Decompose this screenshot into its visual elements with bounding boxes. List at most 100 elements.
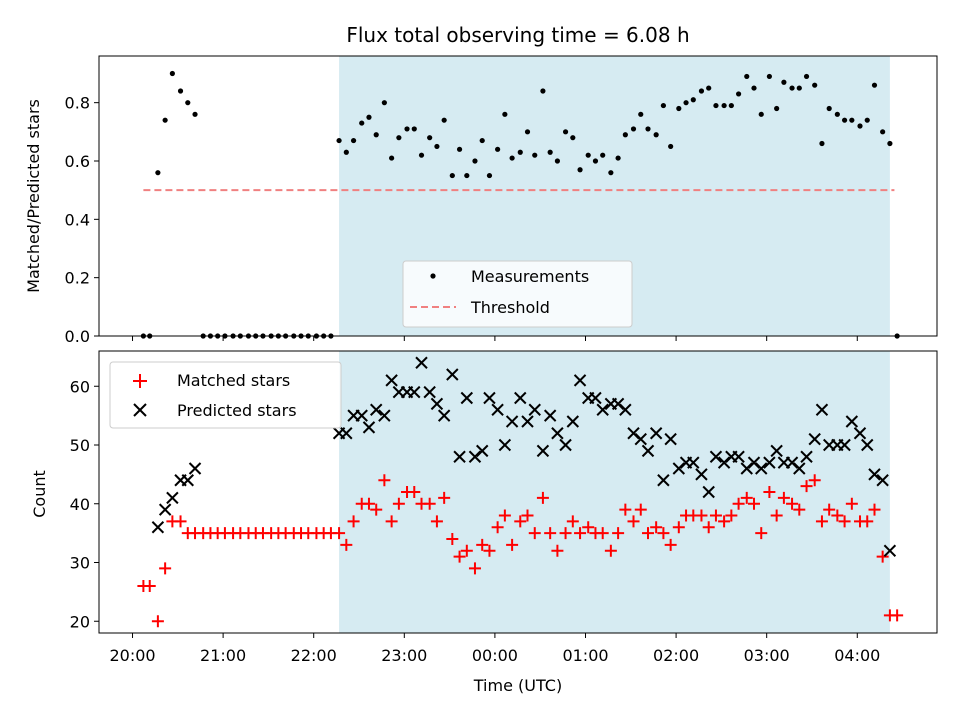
measurement-point-91 (826, 105, 832, 112)
measurement-point-36 (411, 126, 417, 132)
matched-point-77 (718, 515, 731, 528)
measurement-point-4 (169, 70, 175, 77)
bottom-ytick-label-2: 40 (70, 495, 90, 514)
matched-point-34 (392, 497, 405, 510)
top-axes-frame (98, 55, 938, 337)
matched-point-67 (642, 527, 655, 540)
predicted-point-53 (687, 456, 700, 469)
predicted-point-27 (491, 403, 504, 416)
predicted-point-7 (340, 427, 353, 440)
matched-point-32 (378, 474, 391, 487)
predicted-point-37 (566, 415, 580, 428)
matched-point-71 (672, 521, 685, 534)
measurement-point-64 (622, 132, 628, 138)
measurement-point-96 (864, 117, 870, 123)
matched-point-40 (438, 491, 451, 504)
measurement-point-35 (404, 126, 410, 132)
matched-point-97 (868, 503, 881, 516)
measurement-point-44 (472, 158, 478, 164)
matched-point-42 (453, 550, 466, 563)
measurement-point-48 (502, 111, 508, 117)
matched-point-27 (340, 538, 353, 551)
predicted-point-13 (385, 374, 398, 387)
measurement-point-41 (449, 172, 455, 179)
x-axis-label: Time (UTC) (473, 676, 562, 695)
measurement-point-51 (524, 129, 531, 135)
predicted-point-2 (166, 491, 179, 505)
predicted-point-48 (649, 427, 663, 440)
measurement-point-49 (509, 155, 515, 161)
measurement-point-26 (336, 137, 342, 144)
predicted-point-33 (536, 444, 550, 458)
matched-point-91 (823, 503, 836, 516)
xtick-label-7: 03:00 (744, 646, 790, 665)
predicted-point-19 (430, 397, 444, 411)
matched-point-88 (800, 480, 813, 493)
predicted-point-9 (355, 409, 368, 422)
matched-point-45 (476, 538, 489, 551)
measurements-points (140, 70, 900, 339)
predicted-point-18 (423, 385, 436, 399)
matched-point-76 (709, 509, 722, 522)
matched-point-90 (815, 515, 828, 528)
predicted-point-31 (521, 415, 534, 428)
predicted-point-34 (543, 409, 557, 422)
predicted-point-54 (695, 468, 708, 481)
matched-point-93 (838, 515, 851, 528)
measurement-point-82 (758, 111, 764, 117)
bottom-highlight-span (339, 351, 890, 633)
matched-point-54 (544, 527, 557, 540)
matched-point-69 (657, 527, 670, 540)
measurement-point-42 (456, 146, 463, 152)
matched-point-56 (559, 527, 572, 540)
matched-point-62 (604, 544, 617, 557)
measurement-point-68 (653, 132, 659, 138)
predicted-point-32 (528, 403, 541, 416)
measurement-point-43 (464, 172, 470, 179)
matched-point-48 (498, 509, 511, 522)
matched-point-39 (430, 515, 443, 528)
matched-point-59 (582, 521, 595, 534)
measurement-point-90 (819, 140, 825, 147)
measurement-point-77 (721, 102, 727, 109)
measurement-point-63 (615, 155, 621, 161)
matched-point-41 (446, 533, 459, 545)
predicted-point-55 (702, 485, 715, 499)
predicted-point-47 (641, 444, 655, 458)
predicted-point-20 (437, 409, 451, 422)
matched-point-75 (702, 521, 715, 534)
matched-point-64 (619, 503, 632, 516)
measurement-point-3 (162, 117, 168, 123)
predicted-point-38 (573, 374, 587, 387)
matched-point-81 (747, 497, 760, 510)
measurement-point-27 (343, 149, 349, 155)
xtick-label-0: 20:00 (109, 646, 155, 665)
predicted-point-46 (634, 432, 647, 446)
bottom-panel: 20 30 40 50 60 20:00 21:00 22:00 23:00 00:00 01:0… (30, 350, 938, 695)
predicted-point-35 (551, 427, 564, 440)
predicted-point-5 (188, 462, 202, 475)
measurement-point-79 (735, 91, 742, 97)
measurement-point-95 (857, 123, 863, 129)
predicted-point-67 (793, 462, 806, 475)
measurement-point-45 (479, 137, 485, 144)
bottom-legend: Matched stars Predicted stars (109, 361, 342, 429)
predicted-point-21 (446, 368, 459, 381)
matched-point-61 (596, 527, 609, 540)
predicted-point-23 (460, 391, 474, 405)
xtick-label-3: 23:00 (381, 646, 427, 665)
matched-point-53 (536, 491, 549, 504)
measurement-point-37 (418, 152, 425, 158)
predicted-point-4 (181, 474, 194, 487)
measurement-point-78 (728, 102, 734, 109)
measurement-point-67 (645, 126, 651, 132)
legend-matched-label: Matched stars (177, 371, 290, 390)
matched-point-80 (740, 491, 753, 504)
matched-point-36 (408, 486, 421, 498)
measurement-point-57 (570, 135, 576, 141)
measurement-point-5 (177, 88, 184, 94)
matched-point-50 (514, 515, 527, 528)
top-y-ticks: 0.0 0.2 0.4 0.6 0.8 (65, 94, 99, 346)
predicted-point-78 (876, 474, 889, 487)
measurement-point-52 (532, 152, 538, 158)
